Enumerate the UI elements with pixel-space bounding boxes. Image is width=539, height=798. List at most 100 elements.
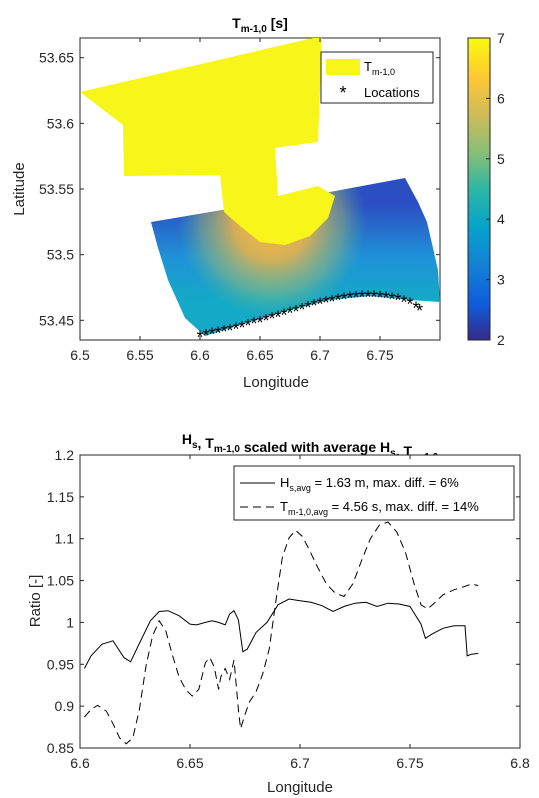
legend-label-tm: Tm-1,0 <box>364 59 395 77</box>
location-marker: * <box>208 325 215 345</box>
location-marker: * <box>268 309 275 329</box>
legend-label-locations: Locations <box>364 85 420 100</box>
heatmap-x-tick-label: 6.6 <box>190 347 210 363</box>
line-title-sub: s <box>390 448 396 459</box>
series-tm-line <box>84 521 479 745</box>
heatmap-x-tick-label: 6.65 <box>246 347 273 363</box>
field-warm-zone <box>151 178 440 336</box>
heatmap-xlabel: Longitude <box>243 374 309 391</box>
location-marker: * <box>328 292 335 312</box>
line-title-sub: s <box>192 440 198 451</box>
line-y-tick-label: 1.2 <box>55 447 75 463</box>
legend-label-tm-avg: Tm-1,0,avg = 4.56 s, max. diff. = 14% <box>280 499 479 517</box>
heatmap-field: ************************************** <box>80 38 440 347</box>
line-xlabel: Longitude <box>267 779 333 796</box>
location-marker: * <box>202 326 209 346</box>
line-x-tick-label: 6.65 <box>176 755 203 771</box>
colorbar: 2 3 4 5 6 7 <box>467 30 505 348</box>
location-marker: * <box>340 289 347 309</box>
location-marker: * <box>358 287 365 307</box>
line-x-tick-label: 6.6 <box>70 755 90 771</box>
location-marker: * <box>226 321 233 341</box>
location-marker: * <box>412 298 419 318</box>
line-title-part: , T <box>198 435 215 451</box>
heatmap-x-ticks: 6.5 6.55 6.6 6.65 6.7 6.75 <box>70 38 394 363</box>
line-legend-box <box>233 465 515 521</box>
heatmap-panel: Tm-1,0 [s] *****************************… <box>11 15 505 391</box>
location-marker: * <box>244 316 251 336</box>
location-marker: * <box>352 288 359 308</box>
location-marker: * <box>416 301 423 321</box>
location-marker: * <box>214 323 221 343</box>
location-marker: * <box>400 293 407 313</box>
line-series <box>83 521 479 745</box>
colorbar-gradient <box>467 37 491 341</box>
location-marker: * <box>280 306 287 326</box>
heatmap-x-tick-label: 6.7 <box>310 347 330 363</box>
line-y-tick-label: 0.85 <box>47 740 74 756</box>
line-panel: Hs, Tm-1,0 scaled with average Hs, Tm-1,… <box>27 431 530 796</box>
line-y-tick-label: 0.95 <box>47 656 74 672</box>
heatmap-y-ticks: 53.45 53.5 53.55 53.6 53.65 <box>39 50 440 328</box>
legend-marker-locations: * <box>339 83 346 103</box>
line-x-tick-label: 6.8 <box>510 755 530 771</box>
location-marker: * <box>304 298 311 318</box>
line-y-tick-label: 1.15 <box>47 489 74 505</box>
colorbar-tick-label: 3 <box>497 272 505 288</box>
location-marker: * <box>364 287 371 307</box>
field-yellow <box>80 38 335 245</box>
location-marker: * <box>382 289 389 309</box>
line-title-part: scaled with average H <box>240 439 390 455</box>
location-marker: * <box>376 288 383 308</box>
line-title-sub: m-1,0 <box>214 444 241 455</box>
heatmap-legend: Tm-1,0 * Locations <box>320 51 434 104</box>
line-legend: Hs,avg = 1.63 m, max. diff. = 6% Tm-1,0,… <box>233 465 515 521</box>
location-marker: * <box>334 291 341 311</box>
location-marker: * <box>322 293 329 313</box>
location-marker: * <box>298 300 305 320</box>
heatmap-title: Tm-1,0 [s] <box>232 15 288 35</box>
location-marker: * <box>220 322 227 342</box>
colorbar-tick-label: 4 <box>497 211 505 227</box>
line-y-tick-label: 1 <box>66 614 74 630</box>
colorbar-tick-label: 6 <box>497 90 505 106</box>
heatmap-x-tick-label: 6.5 <box>70 347 90 363</box>
location-marker: * <box>262 311 269 331</box>
colorbar-tick-label: 5 <box>497 151 505 167</box>
line-y-tick-label: 0.9 <box>55 698 75 714</box>
line-title-part: H <box>182 431 192 447</box>
line-y-tick-label: 1.1 <box>55 531 75 547</box>
location-marker: * <box>238 318 245 338</box>
heatmap-ylabel: Latitude <box>11 162 28 215</box>
line-ylabel: Ratio [-] <box>27 575 44 628</box>
colorbar-tick-label: 2 <box>497 332 505 348</box>
line-y-ticks: 0.85 0.9 0.95 1 1.05 1.1 1.15 1.2 <box>47 447 520 756</box>
legend-swatch-tm <box>326 59 360 75</box>
location-marker: * <box>346 289 353 309</box>
location-marker: * <box>316 295 323 315</box>
colorbar-tick-label: 7 <box>497 30 505 46</box>
location-marker: * <box>196 327 203 347</box>
heatmap-x-tick-label: 6.75 <box>366 347 393 363</box>
location-marker: * <box>394 291 401 311</box>
location-marker: * <box>232 319 239 339</box>
heatmap-y-tick-label: 53.55 <box>39 181 74 197</box>
location-marker: * <box>388 289 395 309</box>
heatmap-y-tick-label: 53.6 <box>47 115 74 131</box>
line-y-tick-label: 1.05 <box>47 573 74 589</box>
location-marker: * <box>286 304 293 324</box>
location-marker: * <box>370 287 377 307</box>
series-hs-line <box>83 598 479 669</box>
location-marker: * <box>274 308 281 328</box>
heatmap-x-tick-label: 6.55 <box>126 347 153 363</box>
location-marker: * <box>256 313 263 333</box>
location-marker: * <box>292 302 299 322</box>
heatmap-y-tick-label: 53.45 <box>39 312 74 328</box>
location-marker: * <box>310 296 317 316</box>
location-markers: ************************************** <box>196 287 423 347</box>
line-x-tick-label: 6.75 <box>396 755 423 771</box>
heatmap-y-tick-label: 53.5 <box>47 247 74 263</box>
location-marker: * <box>250 314 257 334</box>
line-x-ticks: 6.6 6.65 6.7 6.75 6.8 <box>70 455 530 771</box>
